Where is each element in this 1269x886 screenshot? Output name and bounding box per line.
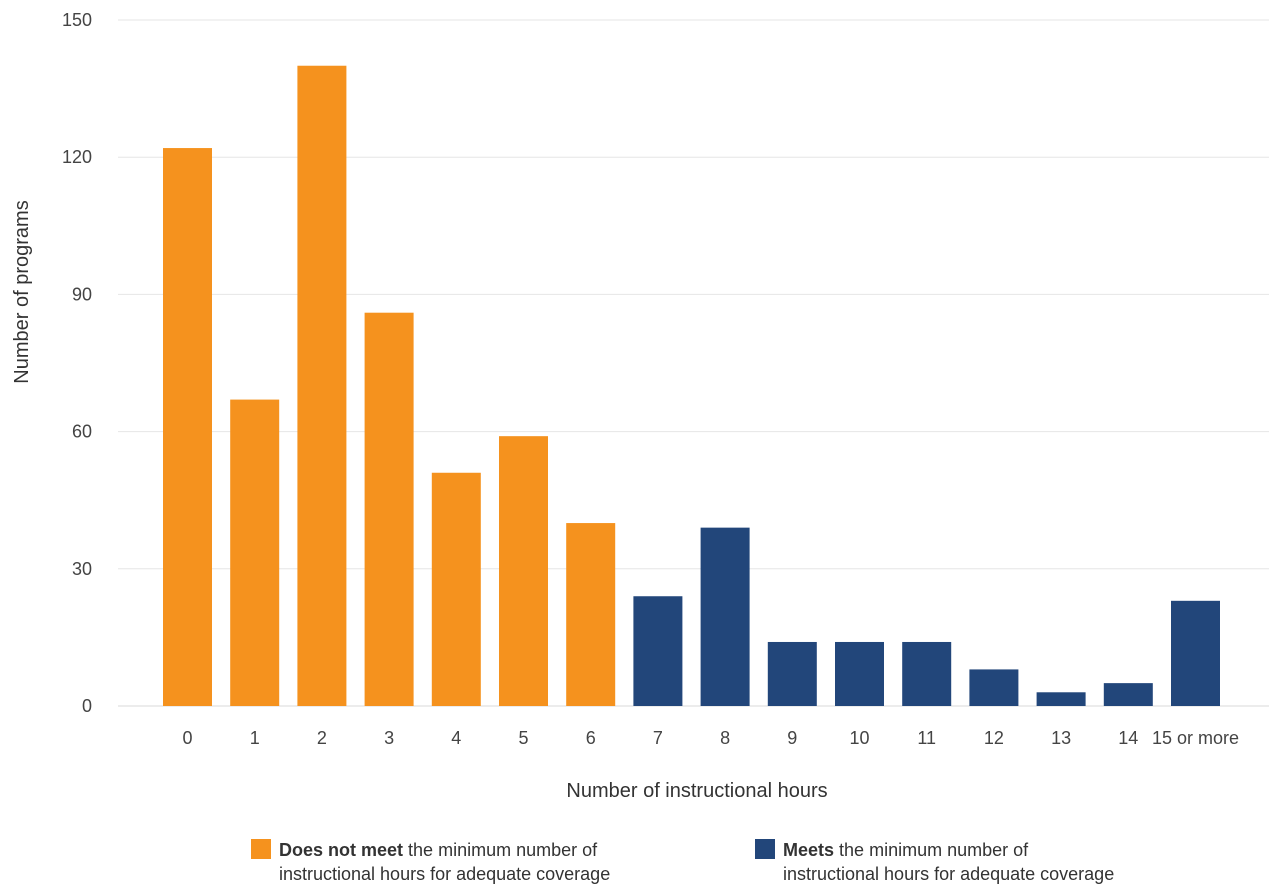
x-tick-label: 5 <box>518 728 528 748</box>
bar-0 <box>163 148 212 706</box>
x-tick-label: 11 <box>917 728 936 748</box>
legend-swatch-navy <box>755 839 775 859</box>
x-tick-label: 13 <box>1051 728 1071 748</box>
x-tick-label: 12 <box>984 728 1004 748</box>
x-axis-title: Number of instructional hours <box>566 780 827 802</box>
x-axis-ticks: 0 1 2 3 4 5 6 7 8 9 10 11 12 13 14 15 or more <box>182 728 1239 748</box>
y-axis-title: Number of programs <box>11 200 33 383</box>
legend-label: Does not meet the minimum number of inst… <box>279 840 611 884</box>
x-tick-label: 7 <box>653 728 663 748</box>
legend-item-does-not-meet: Does not meet the minimum number of inst… <box>251 838 671 886</box>
y-axis-ticks: 0 30 60 90 120 150 <box>62 10 92 716</box>
x-tick-label: 4 <box>451 728 461 748</box>
bar-12 <box>969 669 1019 706</box>
x-tick-label: 1 <box>250 728 260 748</box>
bar-7 <box>633 596 683 706</box>
bar-1 <box>230 399 280 706</box>
y-tick-label: 30 <box>72 559 92 579</box>
x-tick-label: 6 <box>586 728 596 748</box>
x-tick-label: 15 or more <box>1152 728 1239 748</box>
bar-6 <box>566 523 616 706</box>
x-tick-label: 14 <box>1118 728 1138 748</box>
bar-3 <box>364 312 414 706</box>
bar-15-or-more <box>1171 600 1220 706</box>
x-tick-label: 2 <box>317 728 327 748</box>
x-tick-label: 10 <box>849 728 869 748</box>
bar-13 <box>1036 692 1086 706</box>
bar-4 <box>431 472 481 706</box>
x-tick-label: 0 <box>182 728 192 748</box>
y-tick-label: 150 <box>62 10 92 30</box>
legend-label: Meets the minimum number of instructiona… <box>783 840 1115 884</box>
bar-9 <box>767 641 817 706</box>
bar-14 <box>1103 683 1153 706</box>
bar-8 <box>700 527 750 706</box>
gridlines <box>118 19 1269 707</box>
x-tick-label: 9 <box>787 728 797 748</box>
y-tick-label: 90 <box>72 284 92 304</box>
y-tick-label: 120 <box>62 147 92 167</box>
x-tick-label: 8 <box>720 728 730 748</box>
legend-swatch-orange <box>251 839 271 859</box>
bar-5 <box>499 436 548 706</box>
bar-10 <box>835 641 884 706</box>
legend-item-meets: Meets the minimum number of instructiona… <box>755 838 1175 886</box>
bar-2 <box>297 65 347 706</box>
bars <box>163 65 1220 706</box>
y-tick-label: 0 <box>82 696 92 716</box>
x-tick-label: 3 <box>384 728 394 748</box>
bar-11 <box>902 641 952 706</box>
y-tick-label: 60 <box>72 422 92 442</box>
